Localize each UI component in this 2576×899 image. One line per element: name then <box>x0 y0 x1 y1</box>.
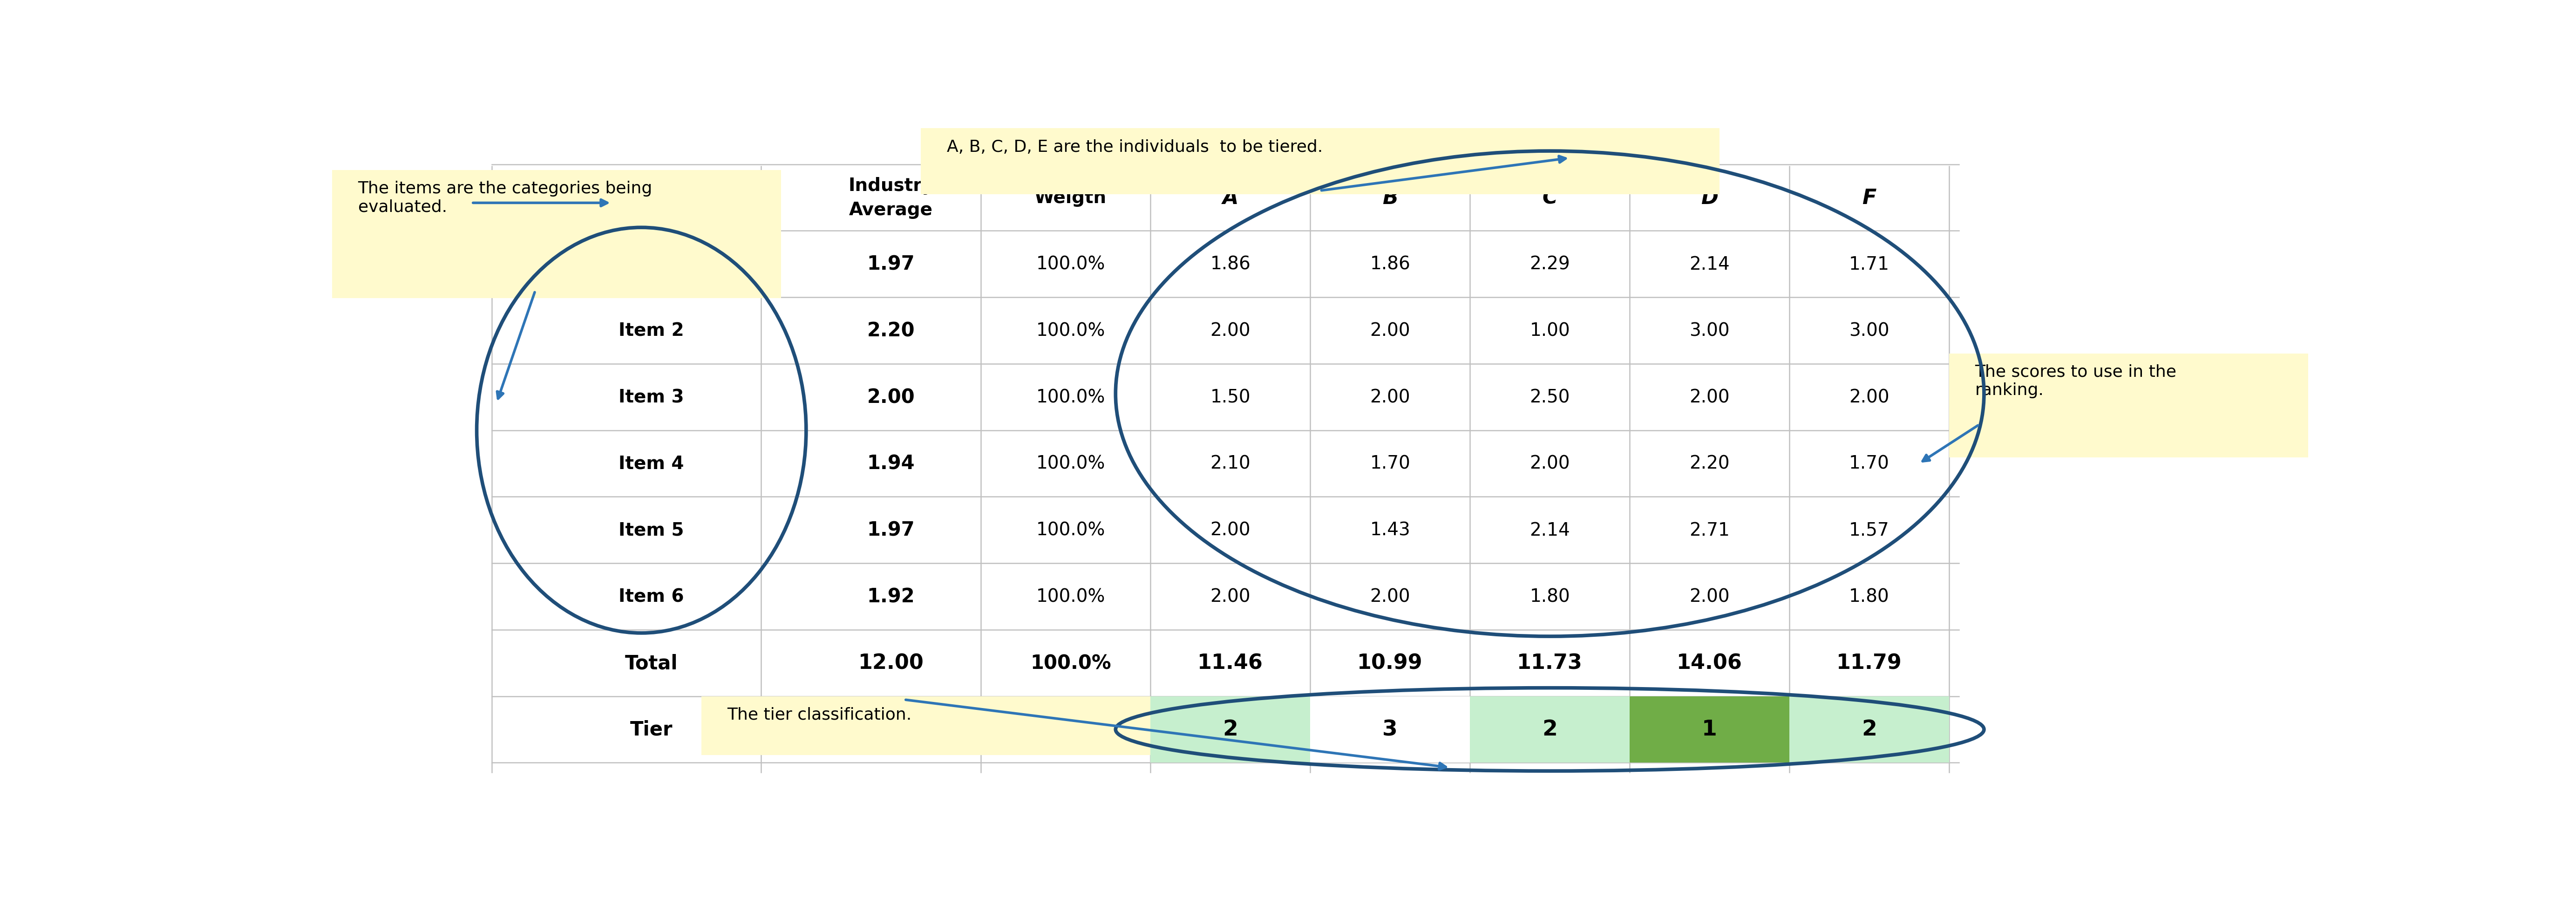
Text: 2.00: 2.00 <box>1690 588 1728 605</box>
Text: 2.29: 2.29 <box>1530 255 1569 273</box>
Text: Item 6: Item 6 <box>618 588 685 605</box>
Text: 1.70: 1.70 <box>1850 455 1888 473</box>
Text: 1.00: 1.00 <box>1530 322 1569 340</box>
Bar <box>1151 697 1311 762</box>
Text: 1: 1 <box>1703 719 1718 740</box>
Bar <box>1311 697 1471 762</box>
Text: 1.86: 1.86 <box>1370 255 1409 273</box>
Bar <box>1471 697 1631 762</box>
Text: 2.20: 2.20 <box>1690 455 1728 473</box>
Text: 2.00: 2.00 <box>1211 521 1249 539</box>
Text: 100.0%: 100.0% <box>1036 255 1105 273</box>
Text: 2: 2 <box>1862 719 1878 740</box>
Text: 1.71: 1.71 <box>1850 255 1888 273</box>
Text: 2.14: 2.14 <box>1690 255 1728 273</box>
Text: 2.50: 2.50 <box>1530 388 1569 406</box>
Text: The tier classification.: The tier classification. <box>726 707 912 723</box>
Text: Item 5: Item 5 <box>618 521 685 539</box>
Text: A: A <box>1224 188 1239 208</box>
Text: 3.00: 3.00 <box>1850 322 1888 340</box>
Text: 11.79: 11.79 <box>1837 653 1901 673</box>
Text: Item 3: Item 3 <box>618 388 685 406</box>
Text: Weigth: Weigth <box>1036 189 1108 207</box>
Text: 12.00: 12.00 <box>858 653 925 673</box>
Text: Tier: Tier <box>631 720 672 739</box>
Text: Item 2: Item 2 <box>618 322 685 340</box>
Text: 2.10: 2.10 <box>1211 455 1249 473</box>
Text: F: F <box>1862 188 1875 208</box>
Text: 2.00: 2.00 <box>1211 322 1249 340</box>
Text: Total: Total <box>626 654 677 672</box>
Text: 2.00: 2.00 <box>1850 388 1888 406</box>
Text: 2.00: 2.00 <box>1211 588 1249 605</box>
Text: 1.97: 1.97 <box>868 254 914 274</box>
Text: 2.71: 2.71 <box>1690 521 1728 539</box>
Text: 3.00: 3.00 <box>1690 322 1728 340</box>
Text: 2: 2 <box>1543 719 1558 740</box>
Text: 100.0%: 100.0% <box>1036 588 1105 605</box>
Text: 3: 3 <box>1383 719 1399 740</box>
Text: C: C <box>1543 188 1558 208</box>
Text: Average: Average <box>850 201 933 218</box>
Text: 2.20: 2.20 <box>868 321 914 341</box>
Text: 1.57: 1.57 <box>1850 521 1888 539</box>
FancyBboxPatch shape <box>1950 353 2308 458</box>
Text: 11.46: 11.46 <box>1198 653 1262 673</box>
Text: 100.0%: 100.0% <box>1036 322 1105 340</box>
Text: 2.00: 2.00 <box>1370 388 1409 406</box>
Text: 2.00: 2.00 <box>868 387 914 407</box>
Text: 1.97: 1.97 <box>868 521 914 540</box>
Text: 1.80: 1.80 <box>1850 588 1888 605</box>
Text: D: D <box>1700 188 1718 208</box>
Text: 1.50: 1.50 <box>1211 388 1249 406</box>
Text: 2.00: 2.00 <box>1370 322 1409 340</box>
Text: Item 1: Item 1 <box>618 255 685 273</box>
Text: 1.94: 1.94 <box>868 454 914 474</box>
Text: Industry: Industry <box>848 177 933 195</box>
FancyBboxPatch shape <box>922 129 1721 194</box>
Bar <box>1631 697 1790 762</box>
Text: The scores to use in the
ranking.: The scores to use in the ranking. <box>1976 364 2177 398</box>
Text: 2: 2 <box>1224 719 1239 740</box>
Text: 2.00: 2.00 <box>1370 588 1409 605</box>
Text: 1.86: 1.86 <box>1211 255 1249 273</box>
FancyBboxPatch shape <box>701 696 1151 755</box>
Text: 2.00: 2.00 <box>1530 455 1569 473</box>
Text: 1.80: 1.80 <box>1530 588 1569 605</box>
Text: 100.0%: 100.0% <box>1036 521 1105 539</box>
Text: 1.92: 1.92 <box>868 587 914 606</box>
Text: 11.73: 11.73 <box>1517 653 1582 673</box>
Text: 100.0%: 100.0% <box>1030 654 1110 672</box>
Text: 1.70: 1.70 <box>1370 455 1409 473</box>
Text: 2.00: 2.00 <box>1690 388 1728 406</box>
Text: Item 4: Item 4 <box>618 455 685 473</box>
FancyBboxPatch shape <box>332 170 781 298</box>
Text: B: B <box>1383 188 1399 208</box>
Text: 1.43: 1.43 <box>1370 521 1409 539</box>
Text: The items are the categories being
evaluated.: The items are the categories being evalu… <box>358 181 652 215</box>
Text: A, B, C, D, E are the individuals  to be tiered.: A, B, C, D, E are the individuals to be … <box>948 139 1324 155</box>
Text: 2.14: 2.14 <box>1530 521 1569 539</box>
Text: 100.0%: 100.0% <box>1036 455 1105 473</box>
Text: Subject: Subject <box>641 193 721 213</box>
Text: 100.0%: 100.0% <box>1036 388 1105 406</box>
Text: 10.99: 10.99 <box>1358 653 1422 673</box>
Text: 14.06: 14.06 <box>1677 653 1741 673</box>
Bar <box>1790 697 1950 762</box>
